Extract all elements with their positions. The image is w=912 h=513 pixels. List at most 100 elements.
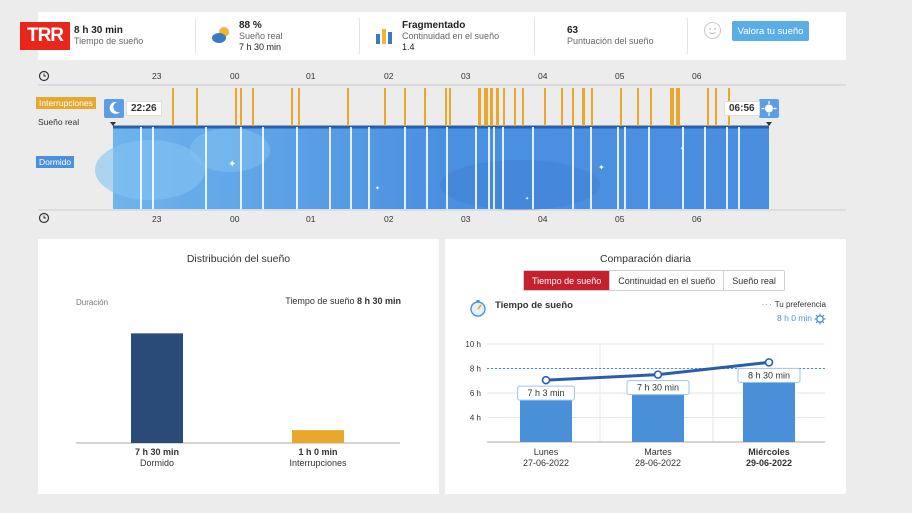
preference-label: Tu preferencia bbox=[774, 300, 826, 309]
tab-sleep-time[interactable]: Tiempo de sueño bbox=[524, 271, 611, 290]
interruption-bar bbox=[591, 88, 593, 126]
awake-line bbox=[590, 127, 592, 209]
rate-sleep-button[interactable]: Valora tu sueño bbox=[732, 21, 809, 41]
y-tick-label: 8 h bbox=[470, 365, 481, 374]
y-tick-label: 10 h bbox=[465, 340, 481, 349]
continuity-value: 1.4 bbox=[402, 41, 415, 52]
awake-line bbox=[738, 127, 740, 209]
awake-line bbox=[704, 127, 706, 209]
distribution-summary-label: Tiempo de sueño bbox=[285, 296, 355, 306]
bar-chart-icon bbox=[376, 29, 392, 44]
preference-value: 8 h 0 min bbox=[777, 313, 812, 323]
day-label: Miércoles bbox=[748, 447, 790, 457]
date-label: 29-06-2022 bbox=[746, 458, 792, 468]
hour-tick-bottom: 00 bbox=[230, 214, 240, 224]
trend-point bbox=[764, 358, 774, 367]
interruption-bar bbox=[650, 88, 652, 126]
hour-tick-top: 03 bbox=[461, 71, 471, 81]
awake-line bbox=[648, 127, 650, 209]
bar-category-label: Dormido bbox=[140, 458, 174, 468]
cloud-moon-icon bbox=[212, 27, 229, 43]
row-label-interruptions: Interrupciones bbox=[36, 97, 96, 109]
awake-line bbox=[532, 127, 534, 209]
tab-real-sleep[interactable]: Sueño real bbox=[732, 275, 776, 286]
interruption-bar bbox=[291, 88, 293, 126]
svg-text:✦: ✦ bbox=[525, 196, 529, 202]
stat-sleep-time: 8 h 30 min Tiempo de sueño bbox=[74, 12, 143, 60]
interruption-bar bbox=[715, 88, 717, 126]
distribution-summary-value: 8 h 30 min bbox=[356, 296, 401, 306]
awake-line bbox=[240, 127, 242, 209]
stat-continuity: Fragmentado Continuidad en el sueño 1.4 bbox=[374, 12, 499, 60]
real-sleep-value: 7 h 30 min bbox=[239, 41, 282, 52]
bar-interrupciones bbox=[292, 430, 344, 443]
row-label-asleep: Dormido bbox=[36, 156, 75, 168]
interruption-bar bbox=[347, 88, 349, 126]
interruption-bar bbox=[676, 88, 680, 126]
distribution-summary: Tiempo de sueño 8 h 30 min bbox=[285, 296, 401, 306]
interruption-bar bbox=[240, 88, 242, 126]
interruption-bar bbox=[235, 88, 237, 126]
interruption-bar bbox=[478, 88, 481, 126]
hour-tick-bottom: 04 bbox=[538, 214, 548, 224]
interruption-bars bbox=[172, 88, 730, 126]
interruption-bar bbox=[544, 88, 546, 126]
interruption-bar bbox=[503, 88, 505, 126]
clock-icon bbox=[38, 212, 50, 224]
interruption-bar bbox=[404, 88, 406, 126]
score-label: Puntuación del sueño bbox=[567, 36, 654, 46]
date-label: 27-06-2022 bbox=[523, 458, 569, 468]
interruption-bar bbox=[514, 88, 516, 126]
awake-line bbox=[726, 127, 728, 209]
distribution-axis-label: Duración bbox=[76, 298, 109, 307]
continuity-label: Continuidad en el sueño bbox=[402, 30, 500, 41]
interruption-bar bbox=[484, 88, 488, 126]
data-label: 8 h 30 min bbox=[748, 370, 790, 380]
svg-text:✦: ✦ bbox=[375, 185, 380, 192]
awake-line bbox=[404, 127, 406, 209]
divider bbox=[534, 18, 535, 54]
awake-line bbox=[296, 127, 298, 209]
awake-line bbox=[446, 127, 448, 209]
date-label: 28-06-2022 bbox=[635, 458, 681, 468]
divider bbox=[359, 18, 360, 54]
moon-icon bbox=[104, 99, 124, 118]
hour-tick-bottom: 05 bbox=[615, 214, 625, 224]
interruption-bar bbox=[620, 88, 622, 126]
trend-point bbox=[653, 370, 663, 379]
gear-icon[interactable] bbox=[814, 313, 826, 325]
score-value: 63 bbox=[567, 25, 579, 36]
data-label-box bbox=[737, 367, 801, 383]
row-label-real-sleep: Sueño real bbox=[38, 117, 80, 127]
sleep-timeline: ✦ ✦ ✦ ✦ ✦ Interrupciones Sueño real Dorm… bbox=[0, 66, 912, 228]
bar-dormido bbox=[131, 333, 183, 443]
distribution-title: Distribución del sueño bbox=[186, 253, 291, 265]
day-label: Martes bbox=[644, 447, 672, 457]
interruption-bar bbox=[449, 88, 451, 126]
interruption-bar bbox=[252, 88, 254, 126]
interruption-bar bbox=[561, 88, 563, 126]
awake-line bbox=[368, 127, 370, 209]
awake-line bbox=[572, 127, 574, 209]
awake-line bbox=[624, 127, 626, 209]
smiley-icon[interactable] bbox=[704, 22, 721, 39]
end-time: 06:56 bbox=[724, 101, 760, 116]
svg-text:✦: ✦ bbox=[228, 159, 236, 170]
day-bar bbox=[520, 393, 572, 442]
bar-value-label: 7 h 30 min bbox=[135, 447, 179, 457]
interruption-bar bbox=[707, 88, 709, 126]
hour-tick-top: 02 bbox=[384, 71, 394, 81]
sleep-time-label: Tiempo de sueño bbox=[74, 36, 144, 46]
hour-tick-top: 06 bbox=[692, 71, 702, 81]
interruption-bar bbox=[496, 88, 499, 126]
y-tick-label: 6 h bbox=[470, 389, 481, 398]
awake-line bbox=[493, 127, 495, 209]
hour-tick-top: 23 bbox=[152, 71, 162, 81]
day-bar bbox=[632, 386, 684, 442]
start-time: 22:26 bbox=[126, 101, 162, 116]
tab-continuity[interactable]: Continuidad en el sueño bbox=[610, 271, 725, 290]
awake-line bbox=[262, 127, 264, 209]
stopwatch-icon bbox=[470, 300, 486, 317]
awake-line bbox=[475, 127, 477, 209]
